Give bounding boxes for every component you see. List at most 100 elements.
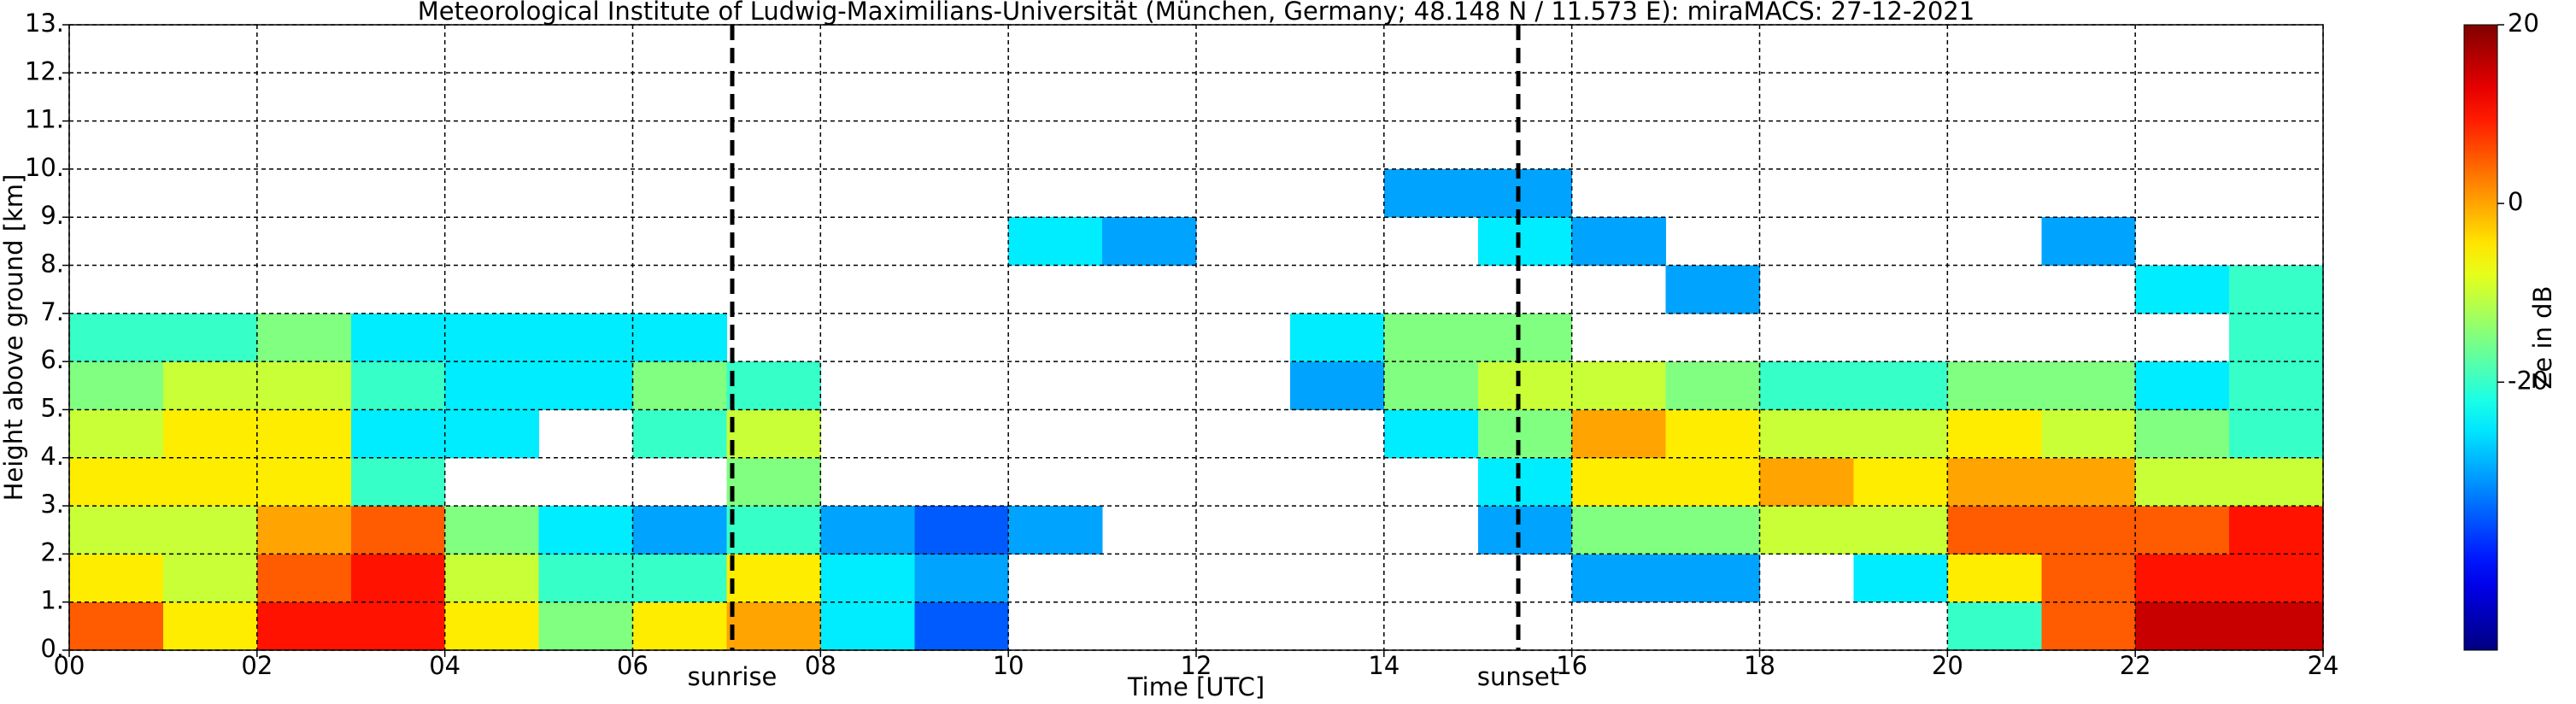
heatmap-cell bbox=[256, 457, 352, 507]
heatmap-cell bbox=[2229, 601, 2324, 651]
y-tick-label: 12. bbox=[25, 56, 64, 85]
heatmap-cell bbox=[1571, 506, 1667, 554]
y-tick-label: 4. bbox=[40, 442, 64, 471]
heatmap-cell bbox=[162, 313, 258, 362]
heatmap-cell bbox=[1759, 506, 1854, 554]
y-tick-label: 7. bbox=[40, 297, 64, 326]
heatmap-cell bbox=[2229, 506, 2324, 554]
heatmap-cell bbox=[1571, 554, 1667, 603]
heatmap-cell bbox=[1477, 313, 1573, 362]
heatmap-cell bbox=[1947, 361, 2042, 410]
x-axis-label: Time [UTC] bbox=[1127, 672, 1265, 701]
heatmap-cell bbox=[1853, 554, 1948, 603]
event-label: sunrise bbox=[688, 662, 777, 691]
heatmap-cell bbox=[69, 361, 164, 410]
heatmap-cell bbox=[2135, 409, 2230, 459]
x-tick-label: 00 bbox=[54, 651, 85, 680]
y-tick-label: 13. bbox=[25, 9, 64, 38]
x-tick-label: 02 bbox=[241, 651, 273, 680]
heatmap-cell bbox=[1571, 409, 1667, 459]
heatmap-cell bbox=[256, 409, 352, 459]
heatmap-cell bbox=[1759, 361, 1854, 410]
heatmap-cell bbox=[350, 457, 446, 507]
heatmap-cell bbox=[632, 361, 727, 410]
heatmap-cell bbox=[1383, 168, 1479, 218]
y-tick-label: 10. bbox=[25, 153, 64, 182]
heatmap-cell bbox=[1665, 506, 1760, 554]
x-tick-label: 12 bbox=[1181, 651, 1212, 680]
heatmap-cell bbox=[162, 361, 258, 410]
x-tick-label: 18 bbox=[1744, 651, 1775, 680]
heatmap-cell bbox=[444, 313, 540, 362]
heatmap-cell bbox=[350, 409, 446, 459]
heatmap-cell bbox=[2135, 361, 2230, 410]
heatmap-cell bbox=[1383, 409, 1479, 459]
heatmap-cell bbox=[162, 554, 258, 603]
heatmap-cell bbox=[632, 601, 727, 651]
heatmap-cell bbox=[1759, 409, 1854, 459]
heatmap-cell bbox=[1008, 217, 1103, 267]
heatmap-cell bbox=[256, 601, 352, 651]
heatmap-cell bbox=[69, 457, 164, 507]
heatmap-cell bbox=[1947, 554, 2042, 603]
heatmap-cell bbox=[2041, 457, 2136, 507]
heatmap-cell bbox=[820, 554, 915, 603]
heatmap-cell bbox=[350, 601, 446, 651]
heatmap-cell bbox=[69, 506, 164, 554]
heatmap-cell bbox=[1477, 361, 1573, 410]
heatmap-cell bbox=[2041, 409, 2136, 459]
heatmap-cell bbox=[726, 457, 821, 507]
heatmap-cell bbox=[162, 409, 258, 459]
heatmap-cell bbox=[1383, 361, 1479, 410]
x-tick-label: 24 bbox=[2308, 651, 2339, 680]
heatmap-cell bbox=[2135, 554, 2230, 603]
heatmap-cell bbox=[256, 313, 352, 362]
heatmap-cell bbox=[538, 313, 633, 362]
heatmap-cell bbox=[1665, 554, 1760, 603]
heatmap-cell bbox=[632, 313, 727, 362]
heatmap-cell bbox=[256, 554, 352, 603]
y-tick-label: 2. bbox=[40, 537, 64, 566]
x-tick-label: 22 bbox=[2120, 651, 2151, 680]
heatmap-cell bbox=[69, 601, 164, 651]
heatmap-cell bbox=[632, 506, 727, 554]
heatmap-cell bbox=[1102, 217, 1197, 267]
heatmap-cell bbox=[1947, 601, 2042, 651]
heatmap-cell bbox=[726, 506, 821, 554]
colorbar bbox=[2463, 24, 2498, 651]
y-tick-label: 11. bbox=[25, 105, 64, 134]
heatmap-cell bbox=[2135, 506, 2230, 554]
heatmap-cell bbox=[2041, 217, 2136, 267]
x-tick-label: 14 bbox=[1368, 651, 1399, 680]
heatmap-cell bbox=[350, 361, 446, 410]
heatmap-cell bbox=[726, 361, 821, 410]
heatmap-cell bbox=[1571, 457, 1667, 507]
heatmap-cell bbox=[538, 361, 633, 410]
heatmap-cell bbox=[444, 601, 540, 651]
x-tick-label: 04 bbox=[429, 651, 461, 680]
heatmap-cell bbox=[350, 554, 446, 603]
heatmap-cell bbox=[726, 601, 821, 651]
heatmap-cell bbox=[538, 601, 633, 651]
heatmap-cell bbox=[1759, 457, 1854, 507]
heatmap-cell bbox=[2135, 457, 2230, 507]
heatmap-cell bbox=[1477, 457, 1573, 507]
heatmap-cell bbox=[726, 554, 821, 603]
heatmap-cell bbox=[632, 554, 727, 603]
heatmap-cell bbox=[1947, 506, 2042, 554]
heatmap-cell bbox=[2041, 506, 2136, 554]
colorbar-tick-label: 0 bbox=[2508, 187, 2523, 216]
heatmap-cell bbox=[2229, 409, 2324, 459]
heatmap-cell bbox=[350, 313, 446, 362]
heatmap-cell bbox=[1853, 457, 1948, 507]
heatmap-cell bbox=[1853, 361, 1948, 410]
heatmap-cell bbox=[1665, 457, 1760, 507]
heatmap-cell bbox=[1853, 409, 1948, 459]
y-tick-label: 9. bbox=[40, 201, 64, 230]
heatmap-cell bbox=[726, 409, 821, 459]
chart-title: Meteorological Institute of Ludwig-Maxim… bbox=[418, 0, 1975, 26]
y-tick-label: 1. bbox=[40, 586, 64, 615]
heatmap-cell bbox=[256, 361, 352, 410]
heatmap-cell bbox=[1571, 217, 1667, 267]
heatmap-cell bbox=[162, 601, 258, 651]
